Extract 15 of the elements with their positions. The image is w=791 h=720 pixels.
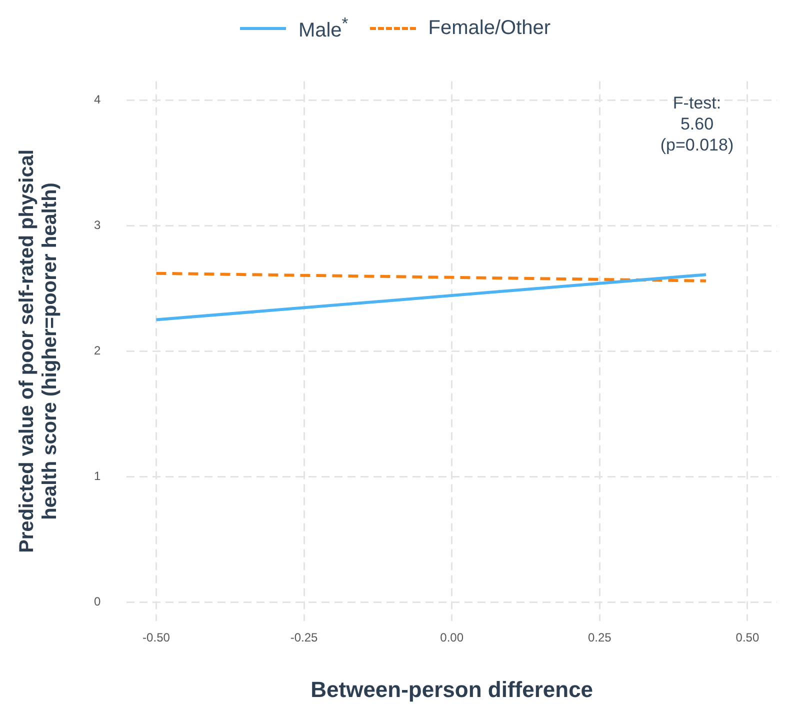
y-tick-label: 4 bbox=[94, 92, 101, 106]
x-tick-label: -0.25 bbox=[290, 630, 318, 645]
y-tick-label: 2 bbox=[94, 344, 101, 358]
x-tick-label: -0.50 bbox=[142, 630, 170, 645]
y-tick-label: 3 bbox=[94, 218, 101, 232]
x-tick-label: 0.50 bbox=[736, 630, 760, 645]
x-tick-label: 0.25 bbox=[588, 630, 612, 645]
y-tick-label: 0 bbox=[94, 594, 101, 609]
y-tick-label: 1 bbox=[94, 469, 101, 484]
x-axis-title: Between-person difference bbox=[310, 676, 594, 702]
legend-label: Female/Other bbox=[428, 16, 551, 40]
x-tick-label: 0.00 bbox=[440, 630, 464, 645]
y-axis-title: Predicted value of poor self-rated physical health score (higher=poorer health) bbox=[16, 149, 62, 553]
legend-label: Male$^{*}$ bbox=[298, 14, 348, 42]
annotation: F-test: 5.60 (p=0.018) bbox=[660, 93, 734, 154]
